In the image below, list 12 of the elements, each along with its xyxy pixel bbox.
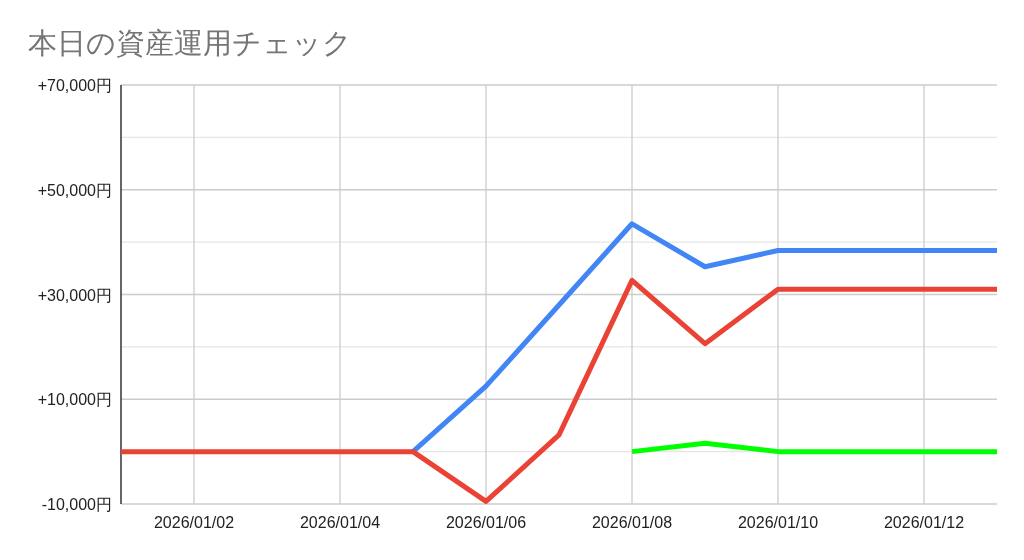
x-tick-label: 2026/01/04 [299, 514, 381, 531]
x-tick-label: 2026/01/12 [883, 514, 965, 531]
y-tick-label: -10,000円 [41, 496, 112, 513]
y-tick-label: +10,000円 [37, 391, 112, 409]
y-tick-label: +50,000円 [37, 181, 112, 199]
x-tick-label: 2026/01/08 [591, 514, 673, 531]
x-tick-label: 2026/01/10 [737, 514, 819, 531]
y-tick-label: +30,000円 [37, 286, 112, 304]
y-tick-label: +70,000円 [37, 77, 112, 94]
chart-title: 本日の資産運用チェック [28, 27, 352, 59]
x-tick-label: 2026/01/02 [153, 514, 235, 531]
x-tick-label: 2026/01/06 [445, 514, 527, 531]
